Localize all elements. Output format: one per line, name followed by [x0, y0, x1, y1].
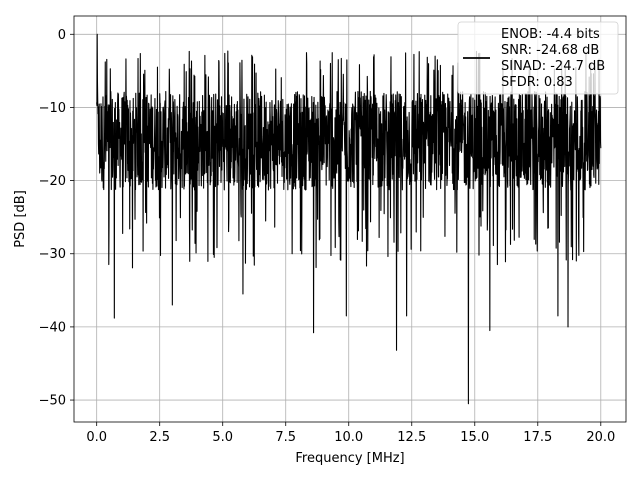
x-tick-label: 5.0 — [212, 430, 233, 445]
legend-entry: SINAD: -24.7 dB — [501, 59, 605, 74]
x-tick-label: 20.0 — [586, 430, 615, 445]
series-layer — [96, 33, 602, 405]
x-tick-label: 7.5 — [275, 430, 296, 445]
x-tick-label: 15.0 — [460, 430, 489, 445]
legend-entry: SNR: -24.68 dB — [501, 43, 599, 58]
plot-frame — [73, 15, 627, 423]
psd-series-line — [96, 33, 602, 405]
y-tick-label: −10 — [39, 101, 66, 116]
x-tick-label: 2.5 — [149, 430, 170, 445]
legend-box — [457, 21, 619, 95]
y-tick-label: −50 — [39, 394, 66, 409]
x-tick-label: 10.0 — [334, 430, 363, 445]
y-tick-label: −20 — [39, 174, 66, 189]
x-axis-label: Frequency [MHz] — [295, 451, 404, 466]
x-tick-label: 0.0 — [86, 430, 107, 445]
y-tick-label: −30 — [39, 247, 66, 262]
y-axis: 0 −10 −20 −30 −40 −50 — [39, 28, 74, 409]
legend-entry: SFDR: 0.83 — [501, 75, 573, 90]
x-tick-label: 17.5 — [523, 430, 552, 445]
y-tick-label: −40 — [39, 320, 66, 335]
x-tick-label: 12.5 — [397, 430, 426, 445]
y-tick-label: 0 — [58, 28, 66, 43]
y-axis-label: PSD [dB] — [13, 190, 28, 248]
x-axis: 0.0 2.5 5.0 7.5 10.0 12.5 15.0 17.5 20.0 — [86, 422, 615, 445]
legend-entry: ENOB: -4.4 bits — [501, 27, 600, 42]
